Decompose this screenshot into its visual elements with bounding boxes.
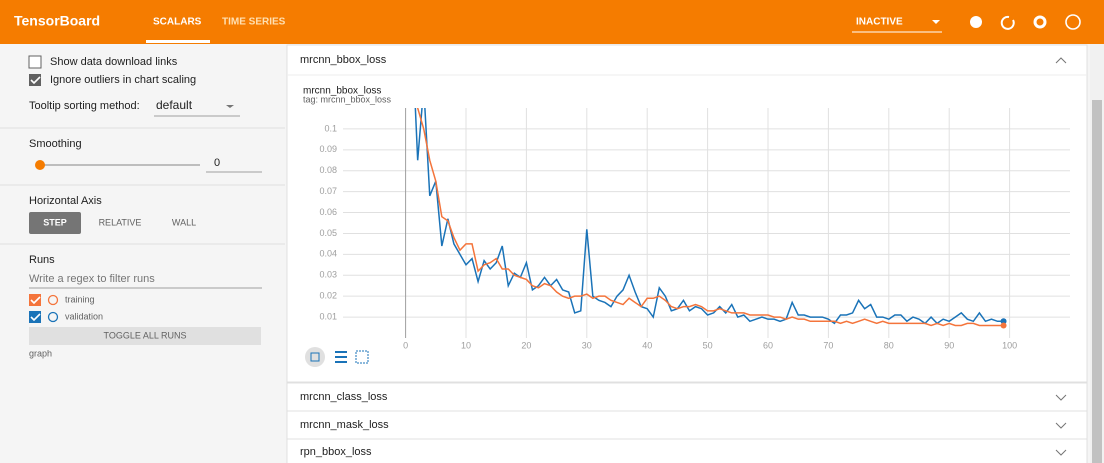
y-tick-label: 0.07 (319, 186, 337, 196)
run-label: validation (65, 311, 103, 321)
expand-icon[interactable] (1055, 449, 1067, 456)
axis-button[interactable]: RELATIVE (99, 217, 142, 227)
check (30, 296, 41, 305)
run-color (47, 294, 59, 306)
card (286, 410, 1088, 440)
section-label: Runs (29, 254, 55, 266)
option-label: Show data download links (50, 56, 178, 68)
graph-label: graph (29, 348, 52, 358)
status-select[interactable]: INACTIVE (856, 17, 903, 28)
top-bar (0, 0, 1104, 44)
tab[interactable]: SCALARS (153, 17, 202, 28)
card (286, 44, 1088, 383)
chart-subtitle: tag: mrcnn_bbox_loss (303, 94, 392, 104)
app-title: TensorBoard (14, 13, 100, 29)
slider-thumb[interactable] (35, 160, 45, 170)
x-tick-label: 20 (521, 340, 531, 350)
y-tick-label: 0.09 (319, 144, 337, 154)
plot-area (414, 108, 1007, 329)
y-tick-label: 0.01 (319, 311, 337, 321)
tab[interactable]: TIME SERIES (222, 17, 286, 28)
tooltip-select[interactable]: default (156, 98, 193, 112)
theme-icon[interactable] (970, 16, 982, 28)
run-label: training (65, 294, 95, 304)
checkbox[interactable] (29, 74, 41, 86)
zoom-icon[interactable] (355, 350, 369, 364)
x-tick-label: 30 (582, 340, 592, 350)
y-tick-label: 0.08 (319, 165, 337, 175)
fit-icon-bg[interactable] (305, 347, 325, 367)
axis-button[interactable]: STEP (43, 217, 67, 227)
collapse-icon[interactable] (1055, 57, 1067, 64)
chart-title: mrcnn_bbox_loss (303, 86, 381, 97)
axis-button-active[interactable] (29, 212, 81, 234)
card-title[interactable]: mrcnn_bbox_loss (300, 54, 387, 66)
y-tick-label: 0.05 (319, 228, 337, 238)
section-label: Smoothing (29, 138, 82, 150)
check (30, 76, 41, 85)
fit-icon[interactable] (310, 352, 320, 362)
runs-filter[interactable]: Write a regex to filter runs (29, 273, 155, 285)
expand-icon[interactable] (1055, 394, 1067, 401)
tooltip-label: Tooltip sorting method: (29, 100, 140, 112)
reload-icon[interactable] (1000, 15, 1015, 30)
tab-indicator (146, 40, 210, 43)
option-label: Ignore outliers in chart scaling (50, 74, 196, 86)
axis-button[interactable]: WALL (172, 217, 196, 227)
card-title[interactable]: mrcnn_mask_loss (300, 419, 389, 431)
card-title[interactable]: mrcnn_class_loss (300, 391, 388, 403)
expand-icon[interactable] (1055, 422, 1067, 429)
series-end-point (1000, 318, 1007, 325)
run-checkbox[interactable] (29, 311, 41, 323)
smoothing-value[interactable]: 0 (214, 157, 220, 169)
card (286, 382, 1088, 412)
series-line (414, 108, 1004, 325)
dropdown-arrow (226, 105, 234, 108)
run-checkbox[interactable] (29, 294, 41, 306)
sidebar (0, 44, 285, 463)
x-tick-label: 70 (823, 340, 833, 350)
run-color (47, 311, 59, 323)
toggle-button[interactable]: TOGGLE ALL RUNS (103, 330, 186, 340)
y-tick-label: 0.03 (319, 270, 337, 280)
y-tick-label: 0.02 (319, 291, 337, 301)
y-tick-label: 0.1 (324, 123, 337, 133)
x-tick-label: 90 (944, 340, 954, 350)
help-icon[interactable] (1065, 14, 1081, 30)
x-tick-label: 0 (403, 340, 408, 350)
series-line (416, 108, 1004, 327)
checkbox[interactable] (28, 55, 42, 69)
log-icon[interactable] (335, 351, 347, 363)
y-tick-label: 0.06 (319, 207, 337, 217)
check (30, 313, 41, 322)
card-title[interactable]: rpn_bbox_loss (300, 446, 372, 458)
toggle-button-bg[interactable] (29, 327, 261, 345)
scrollbar-thumb[interactable] (1092, 100, 1102, 463)
x-tick-label: 10 (461, 340, 471, 350)
dropdown-arrow (932, 20, 940, 24)
series-end-point (1000, 322, 1007, 329)
settings-icon[interactable] (1033, 15, 1047, 29)
y-tick-label: 0.04 (319, 249, 337, 259)
card (286, 438, 1088, 463)
x-tick-label: 100 (1002, 340, 1017, 350)
x-tick-label: 80 (884, 340, 894, 350)
x-tick-label: 50 (703, 340, 713, 350)
section-label: Horizontal Axis (29, 195, 102, 207)
x-tick-label: 60 (763, 340, 773, 350)
x-tick-label: 40 (642, 340, 652, 350)
